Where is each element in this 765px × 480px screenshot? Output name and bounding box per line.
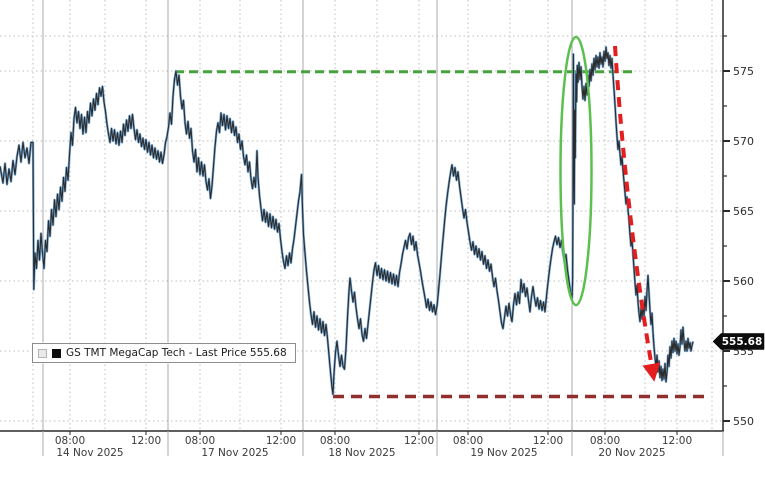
date-label: 19 Nov 2025 <box>470 447 537 459</box>
date-label: 17 Nov 2025 <box>201 447 268 459</box>
time-tick-label: 08:00 <box>185 435 215 447</box>
price-line <box>0 46 694 395</box>
y-axis-label: 550 <box>733 415 754 428</box>
time-tick-label: 12:00 <box>662 435 692 447</box>
y-axis-label: 560 <box>733 275 754 288</box>
y-axis-label: 570 <box>733 135 754 148</box>
last-price-badge <box>712 333 765 350</box>
date-label: 14 Nov 2025 <box>56 447 123 459</box>
legend-item[interactable]: GS TMT MegaCap Tech - Last Price 555.68 <box>32 343 296 363</box>
date-label: 20 Nov 2025 <box>598 447 665 459</box>
down-arrow-annotation <box>613 45 661 382</box>
legend-swatch-icon <box>52 348 61 358</box>
highlight-ellipse-annotation <box>559 35 593 307</box>
y-axis-label: 575 <box>733 65 754 78</box>
time-tick-label: 08:00 <box>453 435 483 447</box>
time-tick-label: 12:00 <box>266 435 296 447</box>
last-price-badge-text: 555.68 <box>722 336 763 348</box>
legend-series-label: GS TMT MegaCap Tech - Last Price 555.68 <box>66 347 287 359</box>
legend-grip-icon <box>38 348 47 358</box>
time-tick-label: 08:00 <box>320 435 350 447</box>
y-axis-label: 565 <box>733 205 754 218</box>
time-tick-label: 08:00 <box>590 435 620 447</box>
time-tick-label: 12:00 <box>404 435 434 447</box>
time-tick-label: 12:00 <box>131 435 161 447</box>
time-tick-label: 08:00 <box>55 435 85 447</box>
time-tick-label: 12:00 <box>533 435 563 447</box>
date-label: 18 Nov 2025 <box>328 447 395 459</box>
